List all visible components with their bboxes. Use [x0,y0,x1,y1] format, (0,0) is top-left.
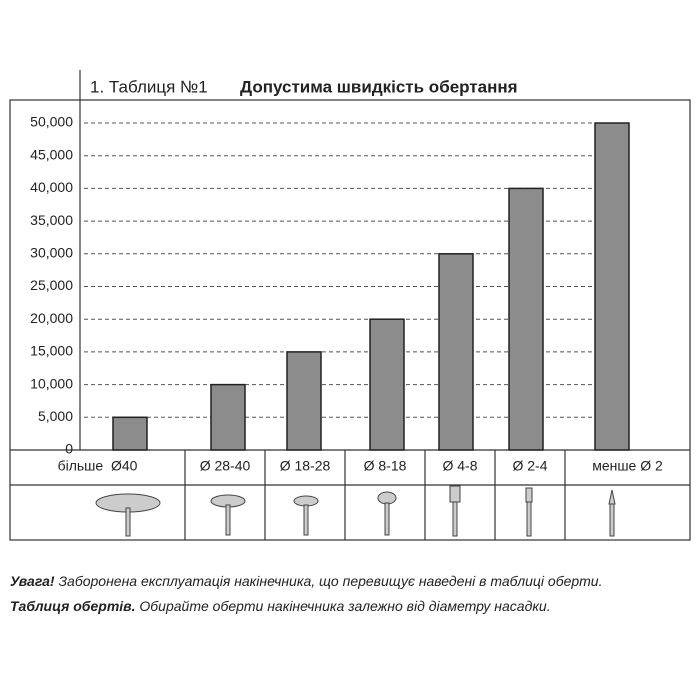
y-tick-label: 25,000 [30,277,73,293]
tool-icon [384,502,390,536]
bar [369,318,405,451]
x-tick-label: Ø 28-40 [200,458,251,474]
note-text: Заборонена експлуатація накінечника, що … [55,573,603,589]
x-tick-label: Ø 2-4 [512,458,547,474]
x-tick-label: менше Ø 2 [592,458,663,474]
bar [210,383,246,451]
bar [286,351,322,451]
tool-icon [609,503,615,537]
x-tick-label: Ø 4-8 [442,458,477,474]
tool-icon [225,504,231,536]
y-tick-label: 30,000 [30,245,73,261]
tool-icon [125,507,131,537]
tool-icon [303,504,309,536]
y-tick-label: 45,000 [30,146,73,162]
bar [112,416,148,451]
bar [594,122,630,451]
bar [508,187,544,451]
y-tick-label: 5,000 [38,408,73,424]
frame [9,99,691,541]
note: Увага! Заборонена експлуатація накінечни… [10,573,602,589]
y-tick-label: 50,000 [30,114,73,130]
tool-icon [449,485,461,503]
tool-icon [452,501,458,537]
y-tick-label: 35,000 [30,212,73,228]
note-text: Обирайте оберти накінечника залежно від … [136,598,551,614]
chart-title: Допустима швидкість обертання [240,77,518,96]
title-number: 1. Таблиця №1 [90,77,208,96]
note-lead: Увага! [10,573,55,589]
y-tick-label: 20,000 [30,310,73,326]
x-tick-label: Ø 8-18 [364,458,407,474]
tool-icons [95,485,616,537]
y-tick-label: 40,000 [30,179,73,195]
note: Таблиця обертів. Обирайте оберти накінеч… [10,598,551,614]
tool-icon [377,491,397,505]
y-tick-label: 0 [65,441,73,457]
x-tick-label: Ø 18-28 [280,458,331,474]
y-tick-label: 10,000 [30,375,73,391]
note-lead: Таблиця обертів. [10,598,136,614]
bar [438,253,474,451]
y-tick-label: 15,000 [30,343,73,359]
x-tick-label: більше Ø40 [58,458,138,474]
tool-icon [525,487,533,503]
tool-icon [526,501,532,537]
